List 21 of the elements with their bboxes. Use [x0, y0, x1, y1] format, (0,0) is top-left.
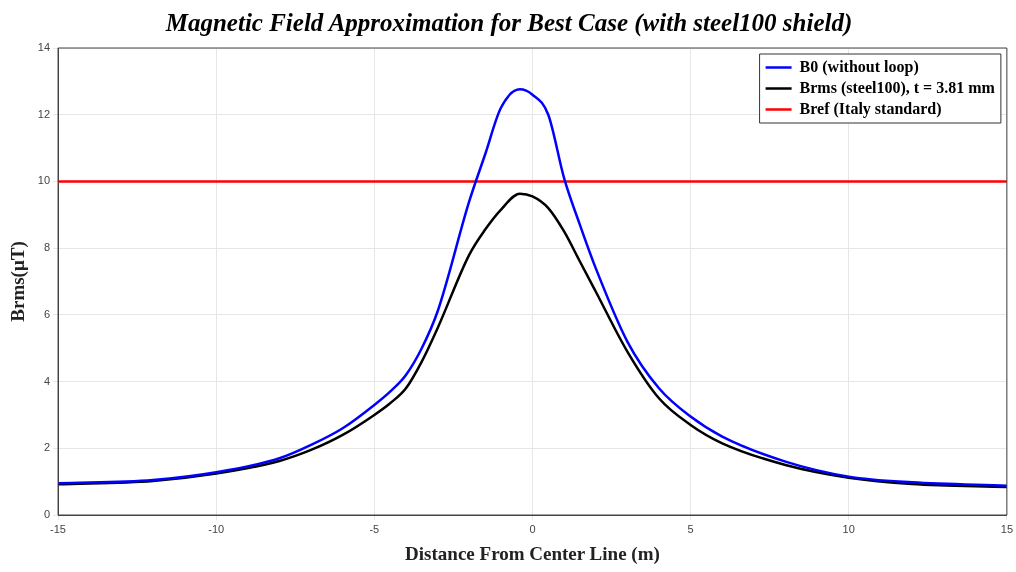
x-tick-label: 5: [687, 522, 694, 535]
x-tick-label: 15: [1000, 522, 1014, 535]
y-tick-label: 8: [43, 241, 51, 254]
y-tick-label: 14: [37, 41, 51, 54]
x-tick-label: -5: [369, 522, 380, 535]
chart-title: Magnetic Field Approximation for Best Case (with steel100 shield): [164, 9, 853, 38]
legend-label: Bref (Italy standard): [799, 99, 942, 118]
x-tick-label: 0: [529, 522, 536, 535]
y-tick-label: 0: [43, 508, 51, 521]
y-tick-label: 12: [37, 107, 51, 120]
x-tick-label: -10: [208, 522, 225, 535]
y-tick-label: 4: [43, 374, 51, 387]
x-axis-title: Distance From Center Line (m): [405, 542, 660, 565]
legend-label: Brms (steel100), t = 3.81 mm: [799, 78, 996, 97]
y-tick-label: 10: [37, 174, 51, 187]
legend-label: B0 (without loop): [799, 57, 919, 76]
y-tick-label: 2: [43, 441, 51, 454]
x-tick-label: 10: [842, 522, 855, 535]
x-tick-label: -15: [50, 522, 66, 535]
y-axis-title: Brms(μT): [7, 241, 30, 322]
y-tick-label: 6: [43, 307, 51, 320]
